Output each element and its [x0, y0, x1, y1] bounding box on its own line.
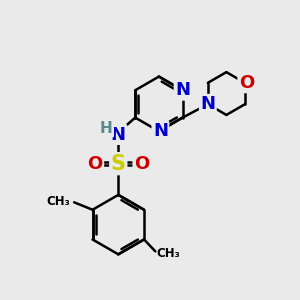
Text: CH₃: CH₃ — [157, 247, 181, 260]
Text: CH₃: CH₃ — [47, 195, 70, 208]
Text: O: O — [239, 74, 254, 92]
Text: O: O — [134, 155, 149, 173]
Text: O: O — [88, 155, 103, 173]
Text: N: N — [175, 81, 190, 99]
Text: H: H — [100, 121, 113, 136]
Text: N: N — [153, 122, 168, 140]
Text: N: N — [111, 125, 126, 143]
Text: S: S — [111, 154, 126, 174]
Text: N: N — [200, 95, 215, 113]
